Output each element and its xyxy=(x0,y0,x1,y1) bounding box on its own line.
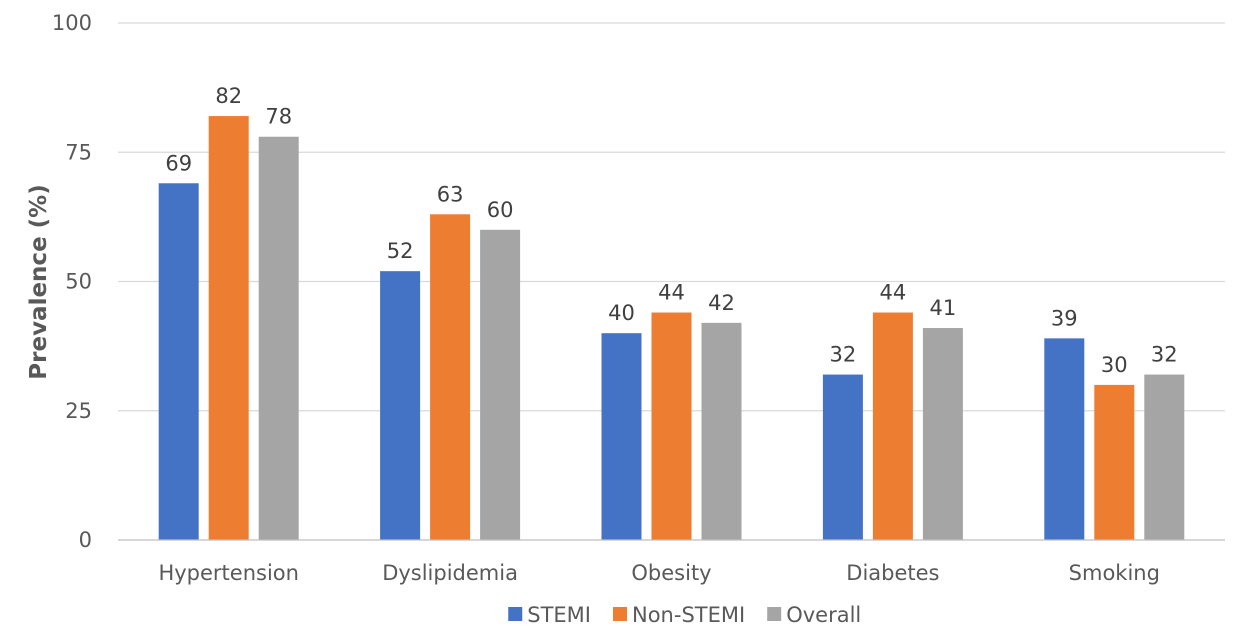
data-label: 60 xyxy=(487,198,514,222)
x-tick-label: Smoking xyxy=(1069,561,1160,585)
x-tick-label: Hypertension xyxy=(158,561,299,585)
y-axis-ticks: 0 25 50 75 100 xyxy=(52,11,92,552)
legend-item-overall: Overall xyxy=(767,603,861,627)
bar-non-stemi-hypertension xyxy=(208,116,249,540)
data-label: 32 xyxy=(1151,343,1178,367)
data-labels: 69 82 78 52 63 60 40 44 42 32 44 41 39 30 32 xyxy=(165,84,1177,377)
legend-swatch xyxy=(613,607,627,621)
legend-label: STEMI xyxy=(527,603,591,627)
bar-overall-obesity xyxy=(701,322,742,540)
data-label: 39 xyxy=(1051,306,1078,330)
y-tick-label: 50 xyxy=(65,270,92,294)
bar-stemi-hypertension xyxy=(158,183,199,540)
data-label: 42 xyxy=(708,291,735,315)
legend-label: Overall xyxy=(786,603,861,627)
bar-stemi-smoking xyxy=(1044,338,1085,540)
bar-stemi-dyslipidemia xyxy=(380,271,421,540)
x-tick-label: Diabetes xyxy=(846,561,939,585)
y-tick-label: 75 xyxy=(65,140,92,164)
bar-overall-diabetes xyxy=(922,328,963,540)
data-label: 32 xyxy=(830,343,857,367)
legend: STEMI Non-STEMI Overall xyxy=(508,603,861,627)
bar-stemi-obesity xyxy=(601,333,642,540)
data-label: 63 xyxy=(437,182,464,206)
bar-non-stemi-diabetes xyxy=(872,312,913,540)
data-label: 82 xyxy=(215,84,242,108)
legend-item-non-stemi: Non-STEMI xyxy=(613,603,745,627)
data-label: 41 xyxy=(930,296,957,320)
bars xyxy=(158,116,1185,541)
data-label: 44 xyxy=(880,281,907,305)
legend-swatch xyxy=(767,607,782,621)
bar-overall-smoking xyxy=(1144,374,1185,540)
data-label: 44 xyxy=(658,281,685,305)
bar-non-stemi-obesity xyxy=(651,312,692,540)
bar-non-stemi-smoking xyxy=(1094,384,1135,540)
bar-stemi-diabetes xyxy=(822,374,863,540)
y-tick-label: 25 xyxy=(65,399,92,423)
x-tick-label: Obesity xyxy=(631,561,711,585)
data-label: 78 xyxy=(265,105,292,129)
legend-item-stemi: STEMI xyxy=(508,603,591,627)
data-label: 52 xyxy=(387,239,414,263)
bar-overall-dyslipidemia xyxy=(480,229,521,541)
x-axis-categories: Hypertension Dyslipidemia Obesity Diabetes S… xyxy=(158,561,1159,585)
y-axis-label: Prevalence (%) xyxy=(26,184,52,379)
legend-label: Non-STEMI xyxy=(632,603,745,627)
y-tick-label: 100 xyxy=(52,11,92,35)
bar-overall-hypertension xyxy=(258,136,299,541)
bar-non-stemi-dyslipidemia xyxy=(430,214,471,541)
legend-swatch xyxy=(508,607,523,621)
data-label: 69 xyxy=(165,151,192,175)
y-tick-label: 0 xyxy=(79,528,92,552)
data-label: 30 xyxy=(1101,353,1128,377)
x-tick-label: Dyslipidemia xyxy=(382,561,518,585)
data-label: 40 xyxy=(608,301,635,325)
